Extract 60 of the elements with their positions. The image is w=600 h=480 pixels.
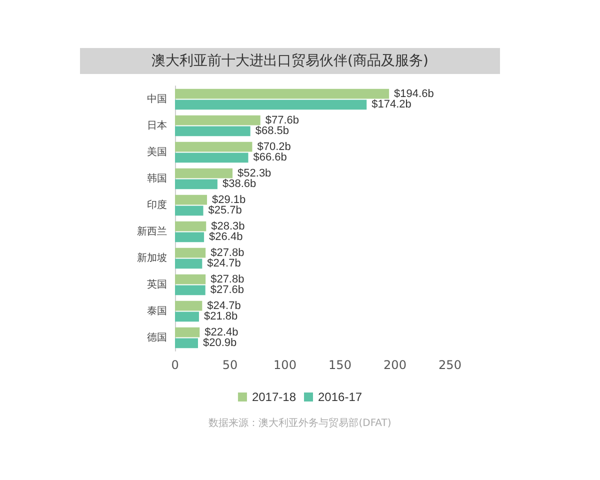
bar [175,232,204,242]
bar [175,115,260,126]
y-tick-label: 德国 [147,332,167,344]
data-label: $26.4b [209,231,243,244]
data-label: $66.6b [253,152,287,164]
bar [175,338,198,348]
data-label: $20.9b [202,337,237,350]
chart-title: 澳大利亚前十大进出口贸易伙伴(商品及服务) [80,48,500,74]
data-label: $27.8b [210,273,244,286]
bar [175,285,206,296]
bar [175,179,218,190]
y-tick-label: 日本 [147,119,167,132]
data-label: $77.6b [265,114,300,126]
y-tick-label: 中国 [147,92,167,105]
x-tick-label: 0 [171,358,179,372]
data-label: $29.1b [212,194,246,206]
source-note: 数据来源：澳大利亚外务与贸易部(DFAT) [208,416,392,430]
data-label: $70.2b [257,140,291,153]
x-tick-label: 200 [384,358,406,372]
y-tick-label: 美国 [147,146,167,158]
bar [175,100,367,110]
bar [175,312,199,322]
y-tick-label: 英国 [147,278,167,290]
x-tick-label: 250 [438,358,462,372]
y-tick-label: 新西兰 [137,225,167,238]
data-label: $24.7b [207,258,241,270]
x-tick-label: 100 [274,358,296,372]
x-tick-label: 150 [328,358,352,372]
data-label: $68.5b [255,125,290,138]
y-tick-label: 新加坡 [137,252,167,264]
data-label: $27.8b [210,246,244,259]
y-tick-label: 泰国 [147,306,167,317]
bar [175,258,202,269]
bar [175,168,233,178]
bar [175,194,208,205]
y-tick-label: 印度 [147,198,167,211]
legend-label: 2016-17 [318,390,362,404]
data-label: $25.7b [208,204,242,217]
data-label: $174.2b [372,98,412,111]
bar [175,126,250,136]
bar [175,327,200,338]
data-label: $27.6b [210,284,244,296]
bar [175,88,390,99]
bar [175,274,206,284]
data-label: $24.7b [207,300,241,312]
bar [175,248,206,258]
bar [175,300,202,311]
bar [175,142,252,152]
data-label: $21.8b [204,310,238,323]
data-label: $194.6b [394,88,434,100]
bar [175,221,206,232]
data-label: $52.3b [238,167,272,180]
bar [175,206,204,216]
data-label: $28.3b [211,220,245,232]
data-label: $38.6b [222,178,256,190]
legend-label: 2017-18 [252,390,296,404]
x-tick-label: 50 [222,358,238,372]
y-tick-label: 韩国 [147,172,167,184]
data-label: $22.4b [204,326,238,338]
bar [175,152,248,163]
